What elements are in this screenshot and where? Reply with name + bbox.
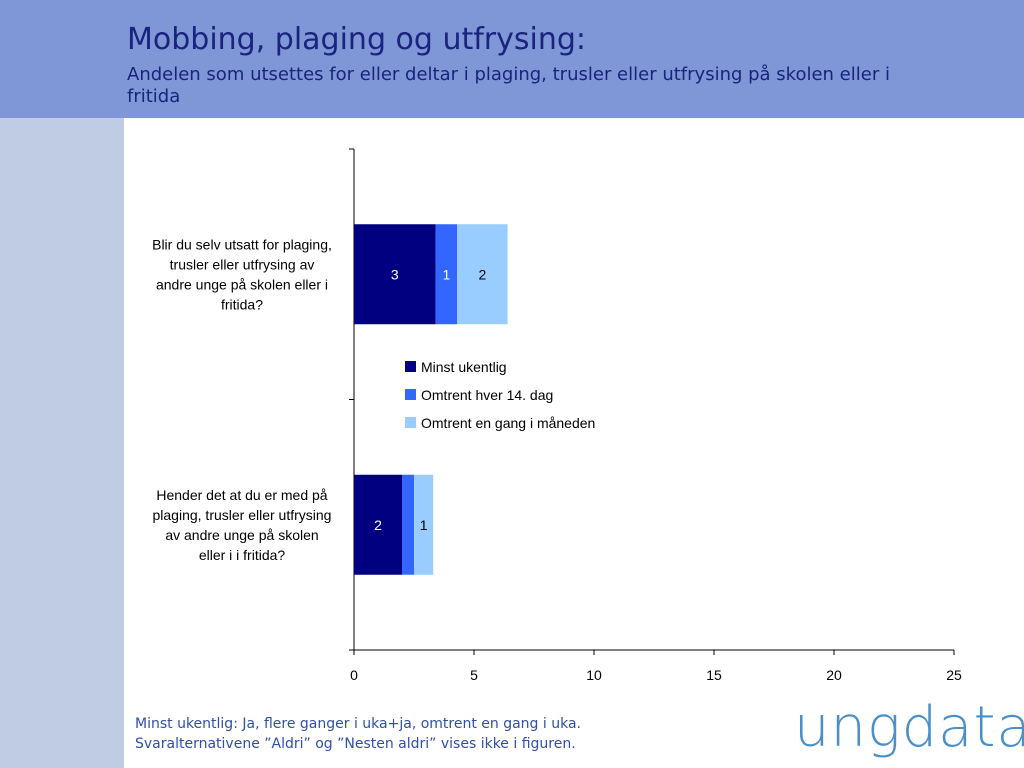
data-label: 2 — [374, 517, 382, 533]
category-label: Hender det at du er med på — [156, 487, 327, 503]
page-subtitle: Andelen som utsettes for eller deltar i … — [127, 64, 890, 107]
legend-swatch — [405, 389, 416, 400]
data-label: 1 — [443, 266, 451, 282]
x-tick-label: 5 — [470, 667, 478, 683]
legend-label: Omtrent hver 14. dag — [421, 387, 553, 403]
left-sidebar-band — [0, 118, 124, 768]
category-label: Blir du selv utsatt for plaging, — [152, 236, 332, 252]
legend-swatch — [405, 417, 416, 428]
bar-segment — [354, 224, 436, 325]
category-label: fritida? — [221, 296, 263, 312]
bar-segment — [435, 224, 458, 325]
ungdata-logo: ungdata — [794, 695, 1024, 760]
stacked-bar-chart: 0 5 10 15 20 25 3 1 2 Blir du selv utsatt for pla… — [152, 148, 962, 683]
data-label: 2 — [479, 266, 487, 282]
footnote-line-2: Svaralternativene ”Aldri” og ”Nesten ald… — [135, 736, 576, 752]
category-label: andre unge på skolen eller i — [156, 276, 328, 292]
legend-swatch — [405, 361, 416, 372]
footnote: Minst ukentlig: Ja, flere ganger i uka+j… — [135, 714, 581, 754]
category-label: trusler eller utfrysing av — [170, 256, 315, 272]
category-label: av andre unge på skolen — [165, 527, 318, 543]
x-tick-label: 0 — [350, 667, 358, 683]
data-label: 1 — [420, 517, 428, 533]
bar-segment — [402, 474, 414, 575]
category-label: eller i i fritida? — [199, 547, 286, 563]
data-label: 3 — [391, 266, 399, 282]
legend-label: Minst ukentlig — [421, 359, 507, 375]
x-tick-label: 10 — [586, 667, 602, 683]
legend-label: Omtrent en gang i måneden — [421, 415, 595, 431]
header-banner: Mobbing, plaging og utfrysing: Andelen s… — [0, 0, 1024, 118]
footnote-line-1: Minst ukentlig: Ja, flere ganger i uka+j… — [135, 716, 581, 732]
x-tick-label: 20 — [826, 667, 842, 683]
category-label: plaging, trusler eller utfrysing — [153, 507, 332, 523]
logo-wordmark: ungdata — [794, 695, 1024, 760]
page-title: Mobbing, plaging og utfrysing: — [127, 22, 587, 57]
x-tick-label: 15 — [706, 667, 722, 683]
x-tick-label: 25 — [946, 667, 962, 683]
bar-segment — [354, 474, 402, 575]
bar-segment — [457, 224, 508, 325]
bar-segment — [414, 474, 434, 575]
